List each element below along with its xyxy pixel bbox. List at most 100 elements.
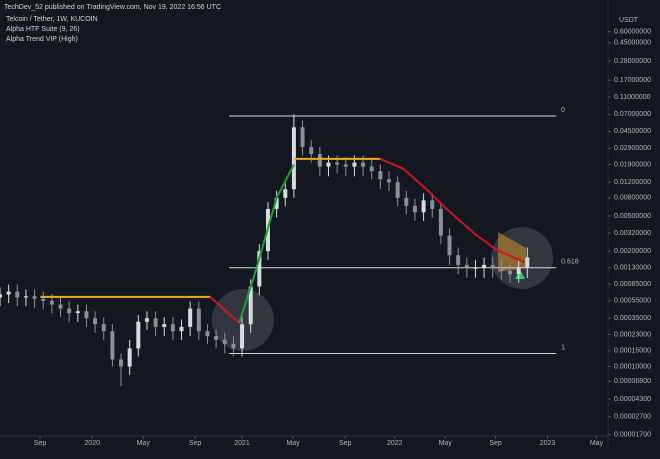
y-tick-label: 0.00085000 — [614, 281, 651, 288]
x-tick-label: May — [590, 440, 604, 447]
candle-body — [430, 200, 435, 209]
x-tick-label: 2020 — [84, 440, 100, 447]
fib-label: 0.618 — [561, 259, 579, 266]
candle-body — [326, 162, 331, 167]
candle-body — [170, 324, 175, 332]
y-tick-label: 0.00010000 — [614, 363, 651, 370]
candle-body — [127, 348, 132, 367]
y-tick-label: 0.00001700 — [614, 432, 651, 439]
candle-body — [248, 286, 253, 325]
y-tick-label: 0.00002700 — [614, 414, 651, 421]
candle-body — [317, 153, 322, 167]
candle-body — [499, 267, 504, 271]
x-tick-label: May — [286, 440, 300, 447]
y-tick-label: 0.60000000 — [614, 29, 651, 36]
y-tick-label: 0.00130000 — [614, 265, 651, 272]
trend-line — [379, 157, 525, 264]
fib-label: 0 — [561, 107, 565, 114]
publisher: TechDev_52 published on TradingView.com,… — [4, 4, 221, 11]
candle-body — [196, 308, 201, 332]
candle-body — [188, 308, 193, 327]
x-tick-label: May — [439, 440, 453, 447]
y-tick-label: 0.02900000 — [614, 145, 651, 152]
candle-body — [421, 200, 426, 213]
candle-body — [490, 264, 495, 268]
indicator-label: Alpha Trend VIP (High) — [6, 36, 78, 43]
candle-body — [0, 294, 2, 298]
candle-body — [58, 304, 63, 309]
candle-body — [75, 311, 80, 314]
candle-body — [473, 267, 478, 269]
symbol-title: Telcoin / Tether, 1W, KUCOIN — [6, 16, 98, 23]
candle-body — [482, 264, 487, 268]
candle-body — [136, 321, 141, 349]
candle-body — [222, 339, 227, 344]
candle-body — [23, 296, 28, 298]
x-tick-label: 2022 — [387, 440, 403, 447]
candle-body — [179, 326, 184, 332]
y-tick-label: 0.00035000 — [614, 315, 651, 322]
x-tick-label: 2021 — [234, 440, 250, 447]
y-tick-label: 0.00004300 — [614, 396, 651, 403]
candle-body — [438, 208, 443, 236]
trend-line — [238, 164, 295, 324]
x-tick-label: Sep — [339, 440, 352, 447]
y-tick-label: 0.00200000 — [614, 248, 651, 255]
y-tick-label: 0.00055000 — [614, 298, 651, 305]
candle-body — [447, 235, 452, 256]
candle-body — [41, 298, 46, 301]
candle-body — [404, 197, 409, 206]
candle-body — [525, 257, 530, 268]
candle-body — [369, 166, 374, 172]
candle-body — [214, 336, 219, 340]
candle-body — [300, 127, 305, 147]
candle-body — [508, 270, 513, 275]
candle-body — [84, 311, 89, 319]
x-tick-label: 2023 — [540, 440, 556, 447]
candle-body — [387, 179, 392, 183]
candle-body — [205, 331, 210, 337]
candle-body — [395, 182, 400, 198]
candle-body — [153, 318, 158, 327]
y-tick-label: 0.00800000 — [614, 195, 651, 202]
y-tick-label: 0.01200000 — [614, 179, 651, 186]
candle-body — [456, 255, 461, 265]
candle-body — [93, 318, 98, 325]
y-tick-label: 0.00500000 — [614, 213, 651, 220]
y-tick-label: 0.45000000 — [614, 40, 651, 47]
candle-body — [257, 251, 262, 287]
candle-body — [378, 171, 383, 180]
candle-body — [110, 331, 115, 360]
candle-body — [274, 197, 279, 209]
candle-body — [119, 359, 124, 367]
candle-body — [6, 291, 11, 295]
y-tick-label: 0.00320000 — [614, 230, 651, 237]
candle-body — [240, 324, 245, 349]
y-tick-label: 0.00006800 — [614, 378, 651, 385]
candle-body — [283, 189, 288, 198]
candle-body — [162, 324, 167, 327]
buy-signal — [515, 270, 525, 279]
candle-body — [343, 164, 348, 167]
candle-body — [464, 264, 469, 268]
x-tick-label: Sep — [34, 440, 47, 447]
candle-body — [361, 162, 366, 167]
candle-body — [32, 296, 37, 299]
candle-body — [352, 162, 357, 167]
candle-body — [412, 205, 417, 213]
candle-body — [101, 324, 106, 332]
x-tick-label: Sep — [189, 440, 202, 447]
candle-body — [309, 146, 314, 154]
candle-body — [67, 308, 72, 314]
candle-body — [49, 300, 54, 305]
candle-body — [516, 267, 521, 275]
candle-body — [335, 162, 340, 165]
currency-label: USDT — [619, 17, 639, 24]
candle-body — [144, 318, 149, 322]
indicator-label: Alpha HTF Suite (9, 26) — [6, 26, 80, 33]
y-tick-label: 0.28000000 — [614, 58, 651, 65]
candle-body — [231, 343, 236, 349]
fib-label: 1 — [561, 344, 565, 351]
x-tick-label: Sep — [489, 440, 502, 447]
